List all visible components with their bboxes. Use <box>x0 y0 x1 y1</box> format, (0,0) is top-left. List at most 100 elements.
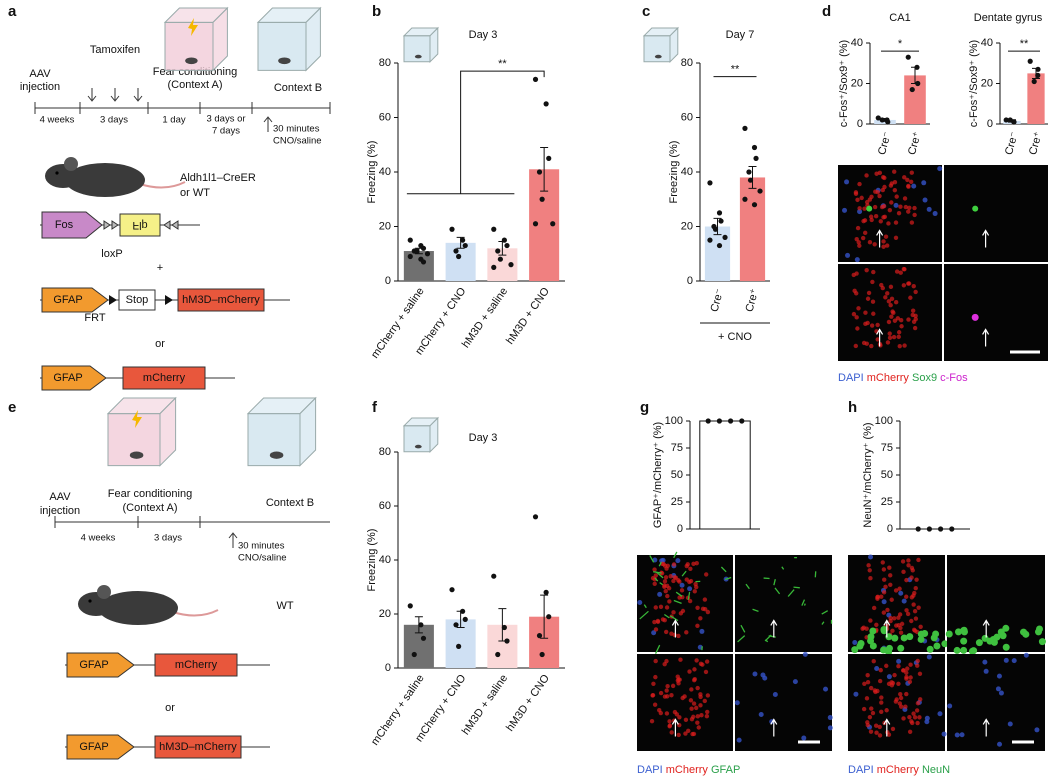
mcherry-signal <box>898 695 904 701</box>
data-point <box>460 608 466 614</box>
mcherry-signal <box>898 691 903 697</box>
data-point <box>875 115 881 121</box>
mcherry-signal <box>865 679 871 685</box>
label: GFAP <box>53 372 82 384</box>
mcherry-signal <box>893 235 899 241</box>
mcherry-signal <box>904 674 909 680</box>
y-tick-label: 40 <box>981 37 993 49</box>
data-point <box>462 616 468 623</box>
mcherry-signal <box>901 283 907 288</box>
mcherry-signal <box>917 715 922 720</box>
nucleus <box>852 640 858 646</box>
mcherry-signal <box>853 191 859 197</box>
mcherry-signal <box>676 633 681 639</box>
significance-label: ** <box>498 58 507 70</box>
mcherry-signal <box>904 691 909 697</box>
timeline <box>34 102 331 114</box>
neun-signal <box>1002 643 1010 651</box>
mcherry-signal <box>909 575 914 580</box>
mcherry-signal <box>663 575 669 580</box>
label: 4 weeks <box>40 115 75 126</box>
mcherry-signal <box>857 181 862 187</box>
caption: DAPI mCherry GFAP <box>637 764 740 776</box>
y-tick-label: 60 <box>379 500 391 512</box>
mcherry-signal <box>658 710 664 716</box>
y-tick-label: 0 <box>687 275 693 287</box>
nucleus <box>926 654 932 660</box>
neun-signal <box>867 633 875 641</box>
mcherry-signal <box>915 663 920 668</box>
label: Aldh1l1–CreER <box>180 172 256 184</box>
mcherry-signal <box>676 732 681 738</box>
mcherry-signal <box>875 595 880 600</box>
data-point <box>712 226 719 232</box>
mcherry-signal <box>903 704 908 709</box>
mcherry-signal <box>913 289 918 295</box>
y-tick-label: 0 <box>987 118 993 130</box>
caption: DAPI mCherry NeuN <box>848 764 950 776</box>
mcherry-signal <box>881 567 887 572</box>
promoter <box>66 652 135 678</box>
mcherry-signal <box>695 623 700 628</box>
mcherry-signal <box>912 715 918 720</box>
neun-signal <box>945 630 953 638</box>
data-point <box>879 117 885 123</box>
mcherry-signal <box>885 291 890 296</box>
mouse-eye <box>88 599 92 603</box>
mcherry-signal <box>886 732 892 737</box>
mcherry-signal <box>896 681 901 687</box>
mcherry-signal <box>694 560 699 566</box>
nucleus <box>959 732 965 738</box>
mcherry-signal <box>700 606 706 612</box>
mcherry-signal <box>912 205 917 211</box>
data-point <box>504 638 510 644</box>
data-point <box>716 210 723 216</box>
green-signal <box>649 555 655 563</box>
mcherry-signal <box>875 322 880 328</box>
nucleus <box>792 679 798 685</box>
mcherry-signal <box>869 323 875 328</box>
stop-box <box>118 289 156 311</box>
neun-signal <box>960 626 968 634</box>
mcherry-signal <box>889 683 895 688</box>
caption-word: Sox9 <box>912 372 937 384</box>
mcherry-signal <box>911 593 916 598</box>
neun-signal <box>869 642 877 650</box>
mcherry-signal <box>691 561 696 567</box>
data-point <box>1027 58 1033 64</box>
bar <box>699 420 751 530</box>
arrow <box>228 532 238 548</box>
mcherry-signal <box>851 272 856 278</box>
data-point <box>424 251 431 257</box>
mcherry-signal <box>855 326 860 331</box>
bar <box>1027 73 1045 124</box>
mcherry-signal <box>891 616 897 621</box>
label: 3 days <box>154 533 182 544</box>
mcherry-signal <box>870 299 876 304</box>
mcherry-signal <box>693 705 699 711</box>
cube <box>305 6 321 72</box>
y-tick-label: 60 <box>681 111 693 123</box>
data-point <box>407 603 413 609</box>
cube <box>429 26 439 64</box>
mcherry-signal <box>653 573 659 578</box>
neun-signal <box>970 647 978 655</box>
mcherry-signal <box>907 714 912 720</box>
neun-signal <box>897 644 905 652</box>
data-point <box>497 256 503 262</box>
neun-signal <box>880 627 888 635</box>
mcherry-signal <box>662 694 668 699</box>
mcherry-signal <box>854 236 859 242</box>
label: mCherry <box>175 659 218 671</box>
data-point <box>705 418 711 424</box>
nucleus <box>941 731 947 737</box>
mcherry-signal <box>911 711 916 716</box>
data-point <box>546 614 552 620</box>
nucleus <box>1023 652 1029 658</box>
y-tick-label: 0 <box>385 275 391 287</box>
mcherry-signal <box>696 725 701 730</box>
mcherry-signal <box>886 221 891 226</box>
mcherry-signal <box>894 194 899 199</box>
nucleus <box>1007 721 1013 727</box>
nucleus <box>842 207 848 213</box>
